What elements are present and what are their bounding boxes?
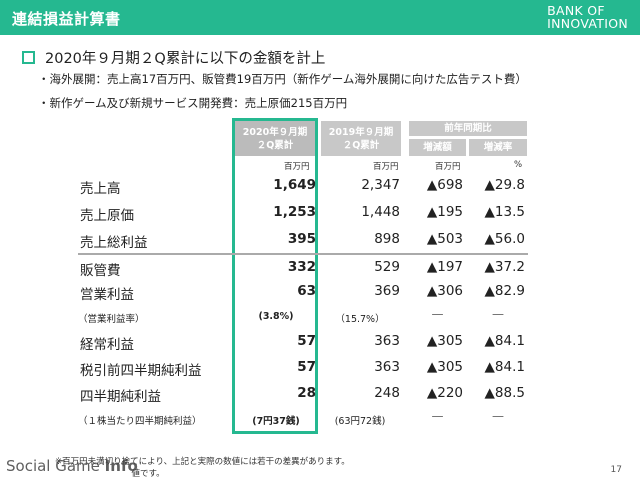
row-current-sga: 332 — [287, 259, 316, 275]
sub-bullet-overseas: ・海外展開：売上高17百万円、販管費19百万円（新作ゲーム海外展開に向けた広告テ… — [38, 72, 527, 86]
row-rate-pretax-profit: ▲84.1 — [484, 359, 525, 375]
header-previous-line1: 2019年９月期 — [328, 126, 394, 138]
row-previous-operating-profit: 369 — [374, 283, 400, 299]
unit-current: 百万円 — [284, 162, 310, 172]
row-current-operating-margin: (3.8%) — [258, 311, 294, 322]
row-rate-eps: — — [492, 409, 504, 423]
row-current-operating-profit: 63 — [297, 283, 316, 299]
row-rate-cost-of-sales: ▲13.5 — [484, 204, 525, 220]
row-change-gross-profit: ▲503 — [426, 231, 463, 247]
header-current-line1: 2020年９月期 — [242, 126, 308, 138]
row-label-gross-profit: 売上総利益 — [80, 235, 148, 251]
unit-change-rate: % — [514, 160, 523, 170]
row-current-gross-profit: 395 — [287, 231, 316, 247]
current-period-highlight — [232, 118, 318, 434]
row-previous-sales: 2,347 — [361, 177, 400, 193]
footnote-1: ※百万円未満切り捨てにより、上記と実際の数値には若干の差異があります。 — [55, 457, 350, 467]
row-rate-operating-margin: — — [492, 307, 504, 321]
row-change-cost-of-sales: ▲195 — [426, 204, 463, 220]
row-current-pretax-profit: 57 — [297, 359, 316, 375]
row-current-cost-of-sales: 1,253 — [273, 204, 316, 220]
title-bar: 連結損益計算書 BANK OF INNOVATION — [0, 0, 640, 35]
header-yoy-comparison: 前年同期比 — [409, 121, 527, 136]
logo-line-2: INNOVATION — [547, 16, 628, 31]
row-previous-sga: 529 — [374, 259, 400, 275]
row-previous-ordinary-profit: 363 — [374, 333, 400, 349]
row-previous-gross-profit: 898 — [374, 231, 400, 247]
footnote-2: 値です。 — [55, 469, 165, 479]
row-current-net-profit: 28 — [297, 385, 316, 401]
row-change-ordinary-profit: ▲305 — [426, 333, 463, 349]
unit-change-amount: 百万円 — [435, 162, 461, 172]
logo-line-1: BANK OF — [547, 3, 605, 18]
row-label-pretax-profit: 税引前四半期純利益 — [80, 363, 202, 379]
main-bullet: 2020年９月期２Q累計に以下の金額を計上 — [22, 47, 325, 68]
sub-bullet-development: ・新作ゲーム及び新規サービス開発費：売上原価215百万円 — [38, 96, 348, 110]
main-bullet-text: 2020年９月期２Q累計に以下の金額を計上 — [45, 51, 326, 67]
row-previous-net-profit: 248 — [374, 385, 400, 401]
row-current-sales: 1,649 — [273, 177, 316, 193]
unit-previous: 百万円 — [373, 162, 399, 172]
row-change-eps: — — [431, 409, 444, 423]
square-bullet-icon — [22, 51, 35, 64]
row-change-sga: ▲197 — [426, 259, 463, 275]
row-previous-eps: (63円72銭) — [334, 416, 386, 427]
header-change-rate: 増減率 — [469, 139, 527, 156]
row-previous-pretax-profit: 363 — [374, 359, 400, 375]
row-label-operating-margin: （営業利益率） — [78, 314, 145, 325]
row-label-ordinary-profit: 経常利益 — [80, 337, 134, 353]
row-label-operating-profit: 営業利益 — [80, 287, 134, 303]
header-current-line2: ２Q累計 — [256, 139, 294, 151]
row-current-ordinary-profit: 57 — [297, 333, 316, 349]
row-rate-gross-profit: ▲56.0 — [484, 231, 525, 247]
row-label-sga: 販管費 — [80, 263, 121, 279]
row-label-cost-of-sales: 売上原価 — [80, 208, 134, 224]
page-number: 17 — [610, 465, 622, 475]
row-rate-net-profit: ▲88.5 — [484, 385, 525, 401]
row-rate-ordinary-profit: ▲84.1 — [484, 333, 525, 349]
row-rate-sga: ▲37.2 — [484, 259, 525, 275]
row-change-net-profit: ▲220 — [426, 385, 463, 401]
page-title: 連結損益計算書 — [12, 10, 121, 28]
header-current-period: 2020年９月期 ２Q累計 — [235, 121, 315, 156]
row-previous-operating-margin: （15.7%） — [335, 314, 385, 325]
row-change-operating-margin: — — [431, 307, 444, 321]
row-label-eps: （１株当たり四半期純利益） — [78, 416, 202, 427]
row-previous-cost-of-sales: 1,448 — [361, 204, 400, 220]
header-change-amount: 増減額 — [409, 139, 466, 156]
watermark-part2: Info — [104, 457, 138, 475]
row-label-net-profit: 四半期純利益 — [80, 389, 161, 405]
row-change-sales: ▲698 — [426, 177, 463, 193]
row-change-pretax-profit: ▲305 — [426, 359, 463, 375]
section-divider — [78, 253, 528, 255]
header-previous-period: 2019年９月期 ２Q累計 — [321, 121, 401, 156]
watermark: Social Game Info — [6, 457, 138, 475]
row-rate-sales: ▲29.8 — [484, 177, 525, 193]
row-label-sales: 売上高 — [80, 181, 121, 197]
watermark-part1: Social Game — [6, 457, 105, 475]
row-change-operating-profit: ▲306 — [426, 283, 463, 299]
row-rate-operating-profit: ▲82.9 — [484, 283, 525, 299]
company-logo: BANK OF INNOVATION — [547, 4, 628, 30]
row-current-eps: (7円37銭) — [252, 416, 300, 427]
header-previous-line2: ２Q累計 — [342, 139, 380, 151]
